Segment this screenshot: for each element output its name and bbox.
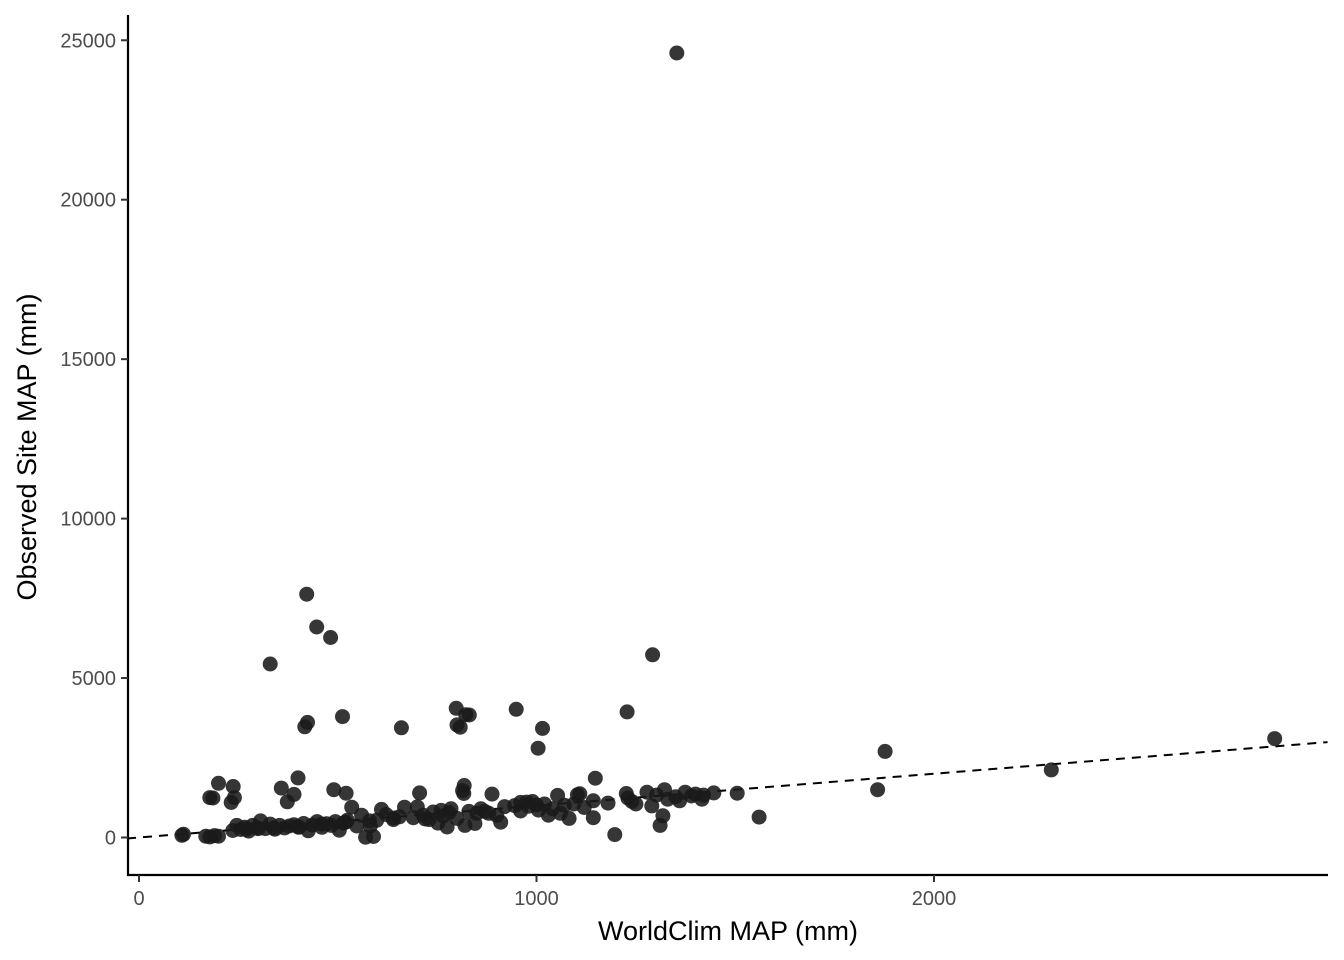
data-point bbox=[309, 619, 325, 635]
data-point bbox=[751, 809, 767, 825]
data-point bbox=[684, 788, 699, 804]
data-point bbox=[870, 782, 886, 798]
data-point bbox=[531, 802, 546, 818]
data-point bbox=[461, 707, 477, 723]
data-point bbox=[508, 701, 524, 717]
data-point bbox=[238, 821, 254, 837]
data-point bbox=[335, 709, 350, 725]
data-point bbox=[441, 805, 457, 821]
data-point bbox=[326, 782, 342, 798]
data-point bbox=[211, 828, 226, 844]
data-point bbox=[314, 816, 330, 832]
y-tick-label: 0 bbox=[105, 828, 116, 850]
data-point bbox=[344, 799, 360, 815]
data-point bbox=[211, 775, 226, 791]
data-point bbox=[338, 785, 354, 801]
data-point bbox=[645, 647, 661, 663]
data-point bbox=[585, 810, 601, 826]
data-point bbox=[576, 800, 592, 815]
data-point bbox=[497, 799, 513, 815]
data-point bbox=[877, 743, 893, 759]
x-tick-label: 2000 bbox=[912, 888, 957, 910]
data-point bbox=[1267, 731, 1283, 747]
data-point bbox=[619, 704, 635, 720]
data-point bbox=[174, 827, 190, 843]
data-point bbox=[513, 794, 529, 810]
data-point bbox=[358, 829, 374, 845]
data-point bbox=[393, 720, 409, 736]
data-point bbox=[672, 793, 688, 809]
data-point bbox=[290, 770, 306, 786]
data-point bbox=[385, 812, 401, 828]
data-point bbox=[266, 820, 282, 836]
data-point bbox=[655, 808, 671, 824]
y-tick-label: 20000 bbox=[60, 190, 116, 212]
data-point bbox=[600, 795, 616, 811]
y-tick-label: 15000 bbox=[60, 349, 116, 371]
data-point bbox=[225, 779, 241, 794]
data-point bbox=[205, 790, 221, 806]
data-point bbox=[225, 823, 241, 838]
data-point bbox=[696, 787, 711, 803]
data-point bbox=[262, 656, 278, 672]
data-point bbox=[607, 827, 623, 843]
data-point bbox=[297, 719, 313, 735]
data-point bbox=[493, 814, 509, 830]
y-axis-title: Observed Site MAP (mm) bbox=[12, 293, 42, 600]
x-axis-ticks: 0 1000 2000 bbox=[133, 875, 956, 910]
data-point bbox=[417, 811, 433, 827]
data-point bbox=[452, 719, 468, 735]
data-point bbox=[412, 785, 428, 801]
y-axis-ticks: 0 5000 10000 15000 20000 25000 bbox=[60, 30, 128, 850]
data-point bbox=[644, 798, 660, 814]
axes bbox=[126, 15, 1328, 877]
data-point bbox=[624, 794, 640, 809]
data-point bbox=[338, 814, 354, 830]
data-point bbox=[290, 819, 306, 835]
data-point bbox=[286, 786, 302, 802]
data-point bbox=[535, 720, 550, 736]
data-point bbox=[556, 797, 572, 813]
x-axis-title: WorldClim MAP (mm) bbox=[598, 916, 858, 946]
data-point bbox=[226, 790, 242, 806]
data-point bbox=[660, 791, 676, 807]
data-point bbox=[587, 770, 603, 786]
data-point bbox=[530, 740, 546, 756]
data-point bbox=[1043, 762, 1059, 778]
y-tick-label: 5000 bbox=[72, 668, 117, 690]
data-point bbox=[323, 630, 339, 645]
data-point bbox=[484, 786, 500, 802]
data-point bbox=[250, 821, 266, 837]
data-point bbox=[669, 45, 685, 61]
x-tick-label: 0 bbox=[133, 888, 144, 910]
y-tick-label: 10000 bbox=[60, 509, 116, 531]
points-layer bbox=[174, 45, 1283, 845]
data-point bbox=[469, 805, 485, 821]
data-point bbox=[362, 813, 378, 829]
data-point bbox=[405, 810, 421, 826]
data-point bbox=[299, 586, 315, 602]
data-point bbox=[456, 786, 472, 801]
x-tick-label: 1000 bbox=[514, 888, 559, 910]
data-point bbox=[273, 780, 289, 796]
data-point bbox=[729, 785, 745, 801]
y-tick-label: 25000 bbox=[60, 30, 116, 52]
